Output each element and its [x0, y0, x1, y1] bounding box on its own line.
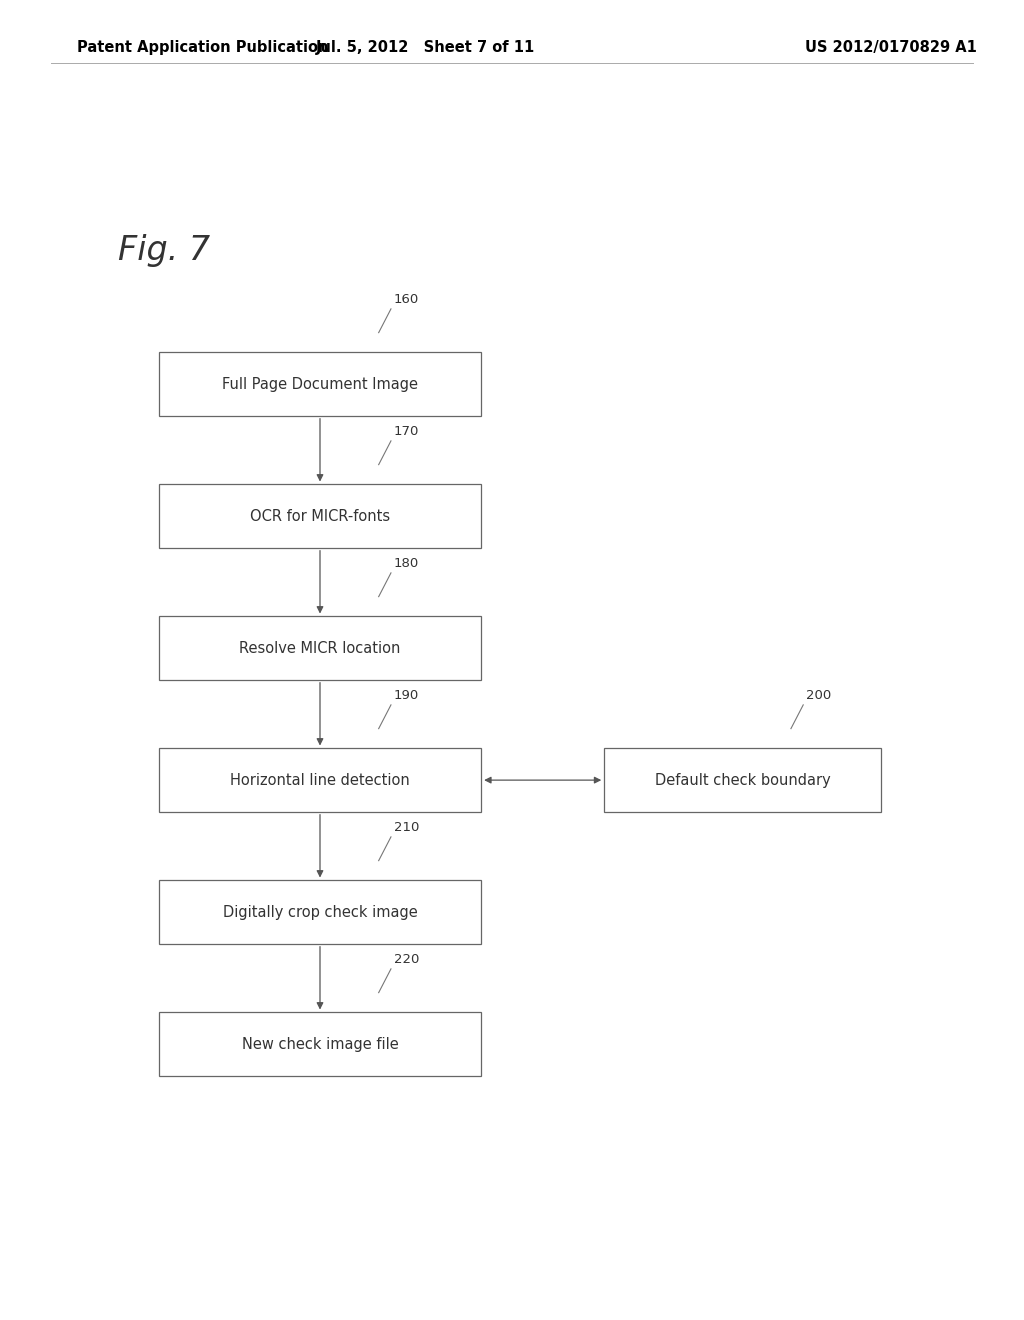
Text: 170: 170 — [394, 425, 420, 438]
FancyBboxPatch shape — [159, 484, 481, 548]
FancyBboxPatch shape — [159, 880, 481, 944]
Text: New check image file: New check image file — [242, 1036, 398, 1052]
Text: OCR for MICR-fonts: OCR for MICR-fonts — [250, 508, 390, 524]
Text: Full Page Document Image: Full Page Document Image — [222, 376, 418, 392]
Text: Jul. 5, 2012   Sheet 7 of 11: Jul. 5, 2012 Sheet 7 of 11 — [315, 40, 535, 55]
FancyBboxPatch shape — [159, 352, 481, 416]
Text: Fig. 7: Fig. 7 — [118, 235, 210, 267]
Text: 160: 160 — [394, 293, 419, 306]
Text: Horizontal line detection: Horizontal line detection — [230, 772, 410, 788]
Text: Patent Application Publication: Patent Application Publication — [77, 40, 329, 55]
Text: Digitally crop check image: Digitally crop check image — [222, 904, 418, 920]
Text: 200: 200 — [806, 689, 831, 702]
Text: 210: 210 — [394, 821, 420, 834]
FancyBboxPatch shape — [159, 748, 481, 812]
Text: 190: 190 — [394, 689, 419, 702]
FancyBboxPatch shape — [159, 1012, 481, 1076]
Text: 220: 220 — [394, 953, 420, 966]
FancyBboxPatch shape — [604, 748, 881, 812]
Text: US 2012/0170829 A1: US 2012/0170829 A1 — [805, 40, 977, 55]
Text: Resolve MICR location: Resolve MICR location — [240, 640, 400, 656]
FancyBboxPatch shape — [159, 616, 481, 680]
Text: 180: 180 — [394, 557, 419, 570]
Text: Default check boundary: Default check boundary — [654, 772, 830, 788]
